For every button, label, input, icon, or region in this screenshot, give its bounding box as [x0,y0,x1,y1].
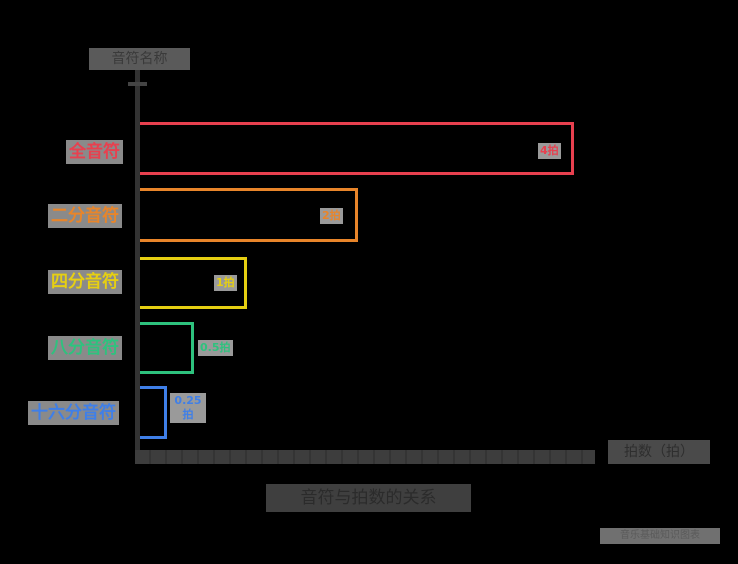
category-label-sixteenth-note: 十六分音符 [28,401,119,425]
y-axis-line [135,70,140,464]
chart-title: 音符与拍数的关系 [266,484,471,512]
category-label-eighth-note: 八分音符 [48,336,122,360]
y-axis-title: 音符名称 [89,48,190,70]
bar-quarter-note[interactable] [140,257,247,309]
watermark: 音乐基础知识图表 [600,528,720,544]
value-label-whole-note: 4拍 [538,143,561,159]
bar-whole-note[interactable] [140,122,574,175]
value-label-sixteenth-note: 0.25拍 [170,393,206,423]
bar-sixteenth-note[interactable] [140,386,167,439]
value-label-eighth-note: 0.5拍 [198,340,233,356]
category-label-whole-note: 全音符 [66,140,123,164]
value-label-half-note: 2拍 [320,208,343,224]
category-label-quarter-note: 四分音符 [48,270,122,294]
value-label-quarter-note: 1拍 [214,275,237,291]
y-axis-tick [128,82,147,86]
bar-half-note[interactable] [140,188,358,242]
x-axis-line [135,450,595,464]
bar-eighth-note[interactable] [140,322,194,374]
category-label-half-note: 二分音符 [48,204,122,228]
x-axis-title: 拍数（拍） [608,440,710,464]
